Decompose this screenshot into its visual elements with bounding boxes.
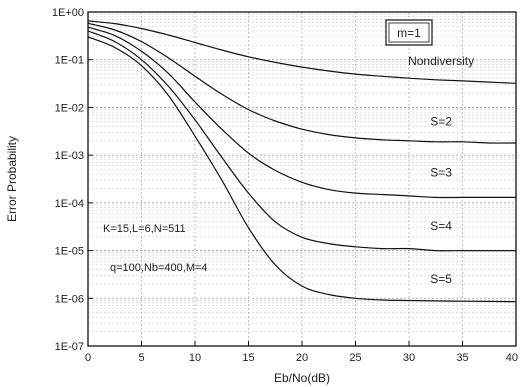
x-tick-label: 25: [349, 352, 361, 364]
x-tick-label: 10: [189, 352, 201, 364]
y-tick-label: 1E-04: [55, 198, 84, 210]
grid-lines: [88, 12, 516, 347]
y-tick-label: 1E-02: [55, 102, 84, 114]
y-tick-label: 1E-06: [55, 293, 84, 305]
annotation-parameters-1: K=15,L=6,N=511: [103, 223, 186, 235]
x-tick-label: 35: [456, 352, 468, 364]
y-tick-label: 1E-05: [55, 246, 84, 258]
x-tick-label: 5: [138, 352, 144, 364]
series-label-s-5: S=5: [430, 272, 452, 286]
y-tick-label: 1E-07: [55, 341, 84, 353]
series-label-nondiversity: Nondiversity: [408, 54, 474, 68]
x-tick-label: 30: [403, 352, 415, 364]
y-tick-label: 1E-01: [55, 55, 84, 67]
y-tick-label: 1E-03: [55, 150, 84, 162]
x-tick-label: 20: [296, 352, 308, 364]
legend-box: [385, 19, 433, 46]
legend-box-inner-border: [388, 22, 430, 43]
series-line-s-4: [87, 30, 516, 252]
series-label-s-3: S=3: [430, 165, 452, 179]
series-label-s-2: S=2: [430, 114, 452, 128]
series-line-s-5: [87, 36, 517, 303]
legend-box-label: m=1: [397, 26, 421, 40]
series-line-s-3: [87, 26, 516, 199]
x-tick-label: 0: [85, 352, 91, 364]
data-series: Nondiversity S=2 S=3 S=4 S=5: [87, 20, 517, 303]
x-axis-label: Eb/No(dB): [274, 371, 330, 385]
x-tick-label: 40: [506, 352, 518, 364]
annotation-parameters-2: q=100,Nb=400,M=4: [110, 262, 208, 274]
y-tick-label: 1E+00: [52, 7, 84, 19]
series-line-nondiversity: [87, 20, 517, 84]
series-line-s-2: [87, 22, 517, 144]
x-tick-label: 15: [242, 352, 254, 364]
axis-ticks: 1E+00 1E-01 1E-02 1E-03 1E-04 1E-05 1E-06 1E-07…: [52, 7, 518, 364]
y-axis-label: Error Probability: [5, 136, 19, 222]
series-label-s-4: S=4: [430, 219, 452, 233]
